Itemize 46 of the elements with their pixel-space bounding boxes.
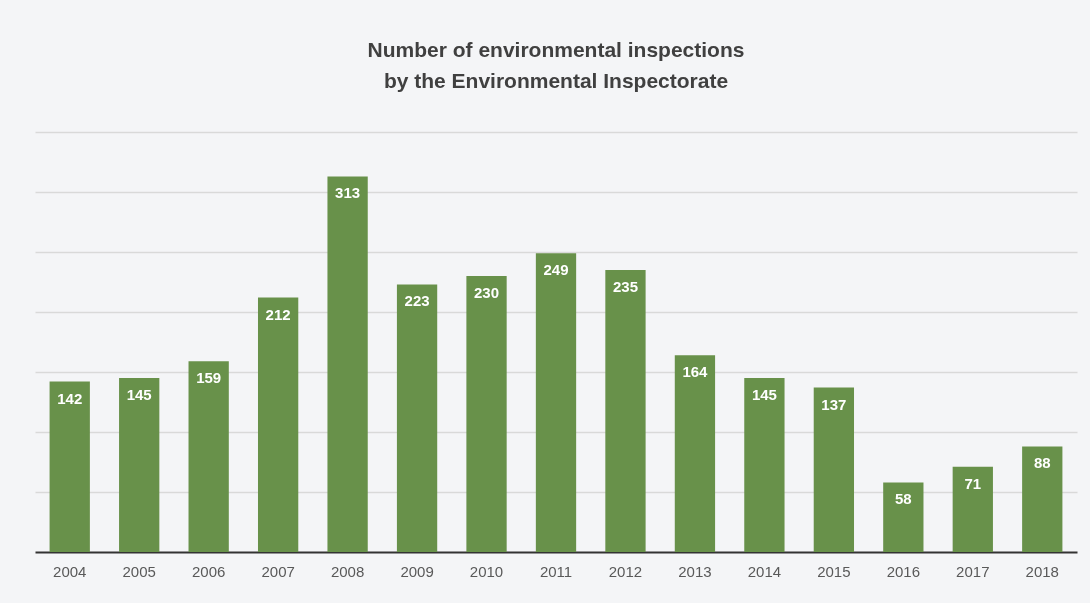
data-label: 223 xyxy=(404,292,430,310)
x-tick-label: 2011 xyxy=(539,562,573,580)
x-tick-label: 2017 xyxy=(956,562,990,580)
x-tick-label: 2007 xyxy=(261,562,295,580)
bar xyxy=(744,378,785,552)
data-label: 164 xyxy=(682,363,709,381)
data-label: 230 xyxy=(474,284,500,301)
bar xyxy=(49,381,90,552)
x-tick-label: 2004 xyxy=(53,562,87,580)
bar xyxy=(952,466,993,552)
data-label: 235 xyxy=(612,278,638,295)
bar xyxy=(674,355,716,552)
x-tick-label: 2012 xyxy=(608,562,643,580)
x-tick-label: 2013 xyxy=(678,562,712,580)
data-label: 137 xyxy=(821,395,847,413)
data-label: 71 xyxy=(964,474,982,492)
bar xyxy=(1022,446,1063,552)
data-label: 313 xyxy=(335,184,361,202)
data-label: 142 xyxy=(57,389,83,407)
x-tick-label: 2016 xyxy=(886,562,921,580)
bar xyxy=(535,253,577,552)
data-label: 58 xyxy=(894,490,912,508)
x-tick-label: 2018 xyxy=(1025,562,1059,580)
bar xyxy=(119,378,160,552)
x-tick-label: 2015 xyxy=(817,562,851,580)
data-label: 249 xyxy=(543,261,569,279)
x-tick-label: 2008 xyxy=(330,562,365,580)
data-label: 145 xyxy=(751,386,777,403)
data-label: 212 xyxy=(265,305,291,323)
x-tick-label: 2006 xyxy=(191,562,226,580)
bar xyxy=(605,270,646,552)
bar xyxy=(466,276,507,552)
bar xyxy=(327,176,368,552)
bar xyxy=(883,482,924,552)
chart-title: Number of environmental inspections by the Environmental Inspectorate xyxy=(367,38,745,92)
bar xyxy=(813,387,855,552)
x-tick-label: 2014 xyxy=(747,562,782,580)
x-tick-label: 2009 xyxy=(400,562,434,580)
bar xyxy=(396,284,438,552)
x-tick-label: 2010 xyxy=(469,562,504,580)
data-label: 145 xyxy=(126,386,152,403)
x-tick-label: 2005 xyxy=(122,562,156,580)
bar xyxy=(188,361,229,552)
data-label: 159 xyxy=(196,369,222,387)
bar xyxy=(257,297,299,552)
data-label: 88 xyxy=(1033,454,1051,472)
